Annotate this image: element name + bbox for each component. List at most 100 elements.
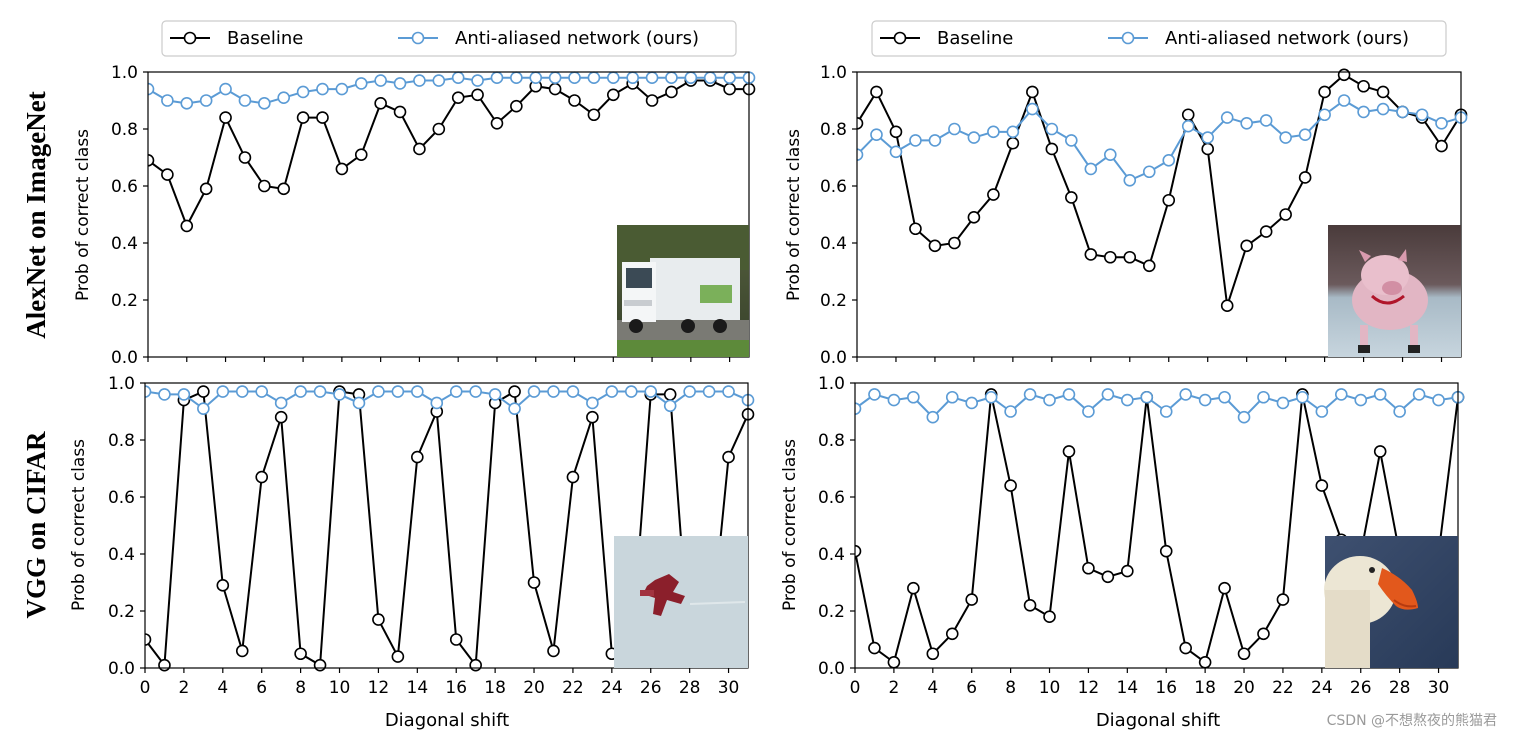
data-point (587, 108, 601, 122)
data-point (1043, 393, 1056, 407)
x-tick-label: 0 (850, 678, 861, 698)
data-point (161, 168, 174, 181)
series-line (855, 393, 1459, 419)
data-point (723, 71, 736, 84)
y-tick-label: 0.6 (818, 488, 845, 508)
x-tick-label: 14 (407, 678, 429, 698)
data-point (948, 122, 961, 136)
data-point (887, 655, 901, 669)
data-point (527, 576, 541, 589)
x-tick-label: 28 (679, 678, 701, 698)
data-point (987, 188, 1000, 201)
data-point (449, 385, 463, 398)
data-point (255, 470, 269, 484)
data-point (258, 97, 271, 110)
data-point (1045, 142, 1059, 156)
data-point (1237, 410, 1251, 424)
data-point (945, 390, 959, 404)
y-tick-label: 0.2 (108, 602, 135, 622)
garbage-truck-photo (617, 225, 749, 357)
y-tick-label: 0.6 (820, 177, 847, 197)
panel-bottom-left: Prob of correct class Diagonal shift 0.0… (69, 374, 755, 731)
x-tick-label: 20 (1233, 678, 1255, 698)
legend-entry-baseline: Baseline (170, 28, 303, 49)
data-point (1198, 655, 1212, 669)
data-point (1259, 225, 1273, 238)
y-tick-label: 0.0 (111, 348, 138, 368)
data-point (1376, 102, 1390, 116)
data-point (1432, 393, 1445, 407)
data-point (1337, 68, 1351, 82)
data-point (1004, 405, 1017, 418)
data-point (606, 88, 620, 102)
y-tick-label: 0.2 (111, 291, 138, 311)
data-point (566, 470, 580, 484)
data-point (413, 142, 426, 156)
data-point (274, 396, 288, 410)
data-point (1142, 259, 1156, 273)
data-point (606, 71, 620, 84)
axes-frame (856, 71, 1462, 358)
data-point (374, 74, 387, 87)
data-point (1237, 647, 1251, 661)
x-tick-label: 4 (217, 678, 228, 698)
legend-label-anti-aliased: Anti-aliased network (ours) (455, 28, 699, 49)
y-ticks: 0.0 0.2 0.4 0.6 0.8 1.0 (111, 63, 148, 368)
data-point (529, 71, 543, 84)
legend-entry-baseline: Baseline (880, 28, 1013, 49)
row-label-vgg: VGG on CIFAR (21, 431, 51, 619)
data-point (1198, 393, 1212, 407)
y-tick-label: 0.0 (820, 348, 847, 368)
data-point (1062, 445, 1076, 458)
data-point (354, 148, 368, 161)
y-axis-label: Prob of correct class (780, 439, 800, 611)
data-point (965, 593, 979, 606)
data-point (411, 385, 424, 398)
y-axis-label: Prob of correct class (784, 129, 804, 301)
data-point (855, 402, 862, 415)
panel-top-left: Baseline Anti-aliased network (ours) Pro… (73, 20, 756, 368)
data-point (1121, 564, 1134, 578)
legend-label-anti-aliased: Anti-aliased network (ours) (1165, 28, 1409, 49)
series-anti-aliased (145, 385, 755, 415)
data-point (1123, 250, 1137, 264)
data-point (1240, 239, 1253, 253)
data-point (1357, 105, 1370, 119)
legend-marker-anti-aliased (1121, 31, 1135, 45)
data-point (1159, 405, 1173, 418)
data-point (907, 390, 920, 404)
data-point (391, 650, 405, 663)
data-point (1279, 131, 1292, 144)
data-point (197, 402, 210, 415)
y-tick-label: 1.0 (111, 63, 138, 83)
data-point (449, 633, 463, 646)
data-point (316, 111, 329, 124)
y-tick-label: 0.0 (818, 659, 845, 679)
data-point (1220, 299, 1234, 313)
x-tick-label: 30 (1428, 678, 1450, 698)
data-point (1065, 134, 1078, 147)
data-point (469, 385, 482, 398)
data-point (1084, 162, 1098, 176)
y-tick-label: 0.8 (111, 120, 138, 140)
data-point (1376, 85, 1390, 99)
data-point (296, 85, 310, 99)
data-point (870, 85, 883, 99)
data-point (527, 385, 541, 398)
legend-marker-baseline (893, 31, 907, 45)
watermark: CSDN @不想熬夜的熊猫君 (1327, 713, 1497, 729)
data-point (1103, 148, 1117, 161)
data-point (926, 410, 940, 424)
x-tick-label: 16 (445, 678, 467, 698)
data-point (238, 151, 252, 164)
data-point (430, 396, 444, 410)
data-point (1159, 544, 1173, 558)
data-point (1318, 108, 1331, 122)
series-line (148, 79, 749, 229)
data-point (965, 396, 979, 410)
data-point (488, 388, 502, 401)
data-point (1276, 593, 1290, 606)
y-tick-label: 0.2 (818, 602, 845, 622)
axes-frame (147, 71, 750, 358)
x-tick-label: 24 (601, 678, 623, 698)
